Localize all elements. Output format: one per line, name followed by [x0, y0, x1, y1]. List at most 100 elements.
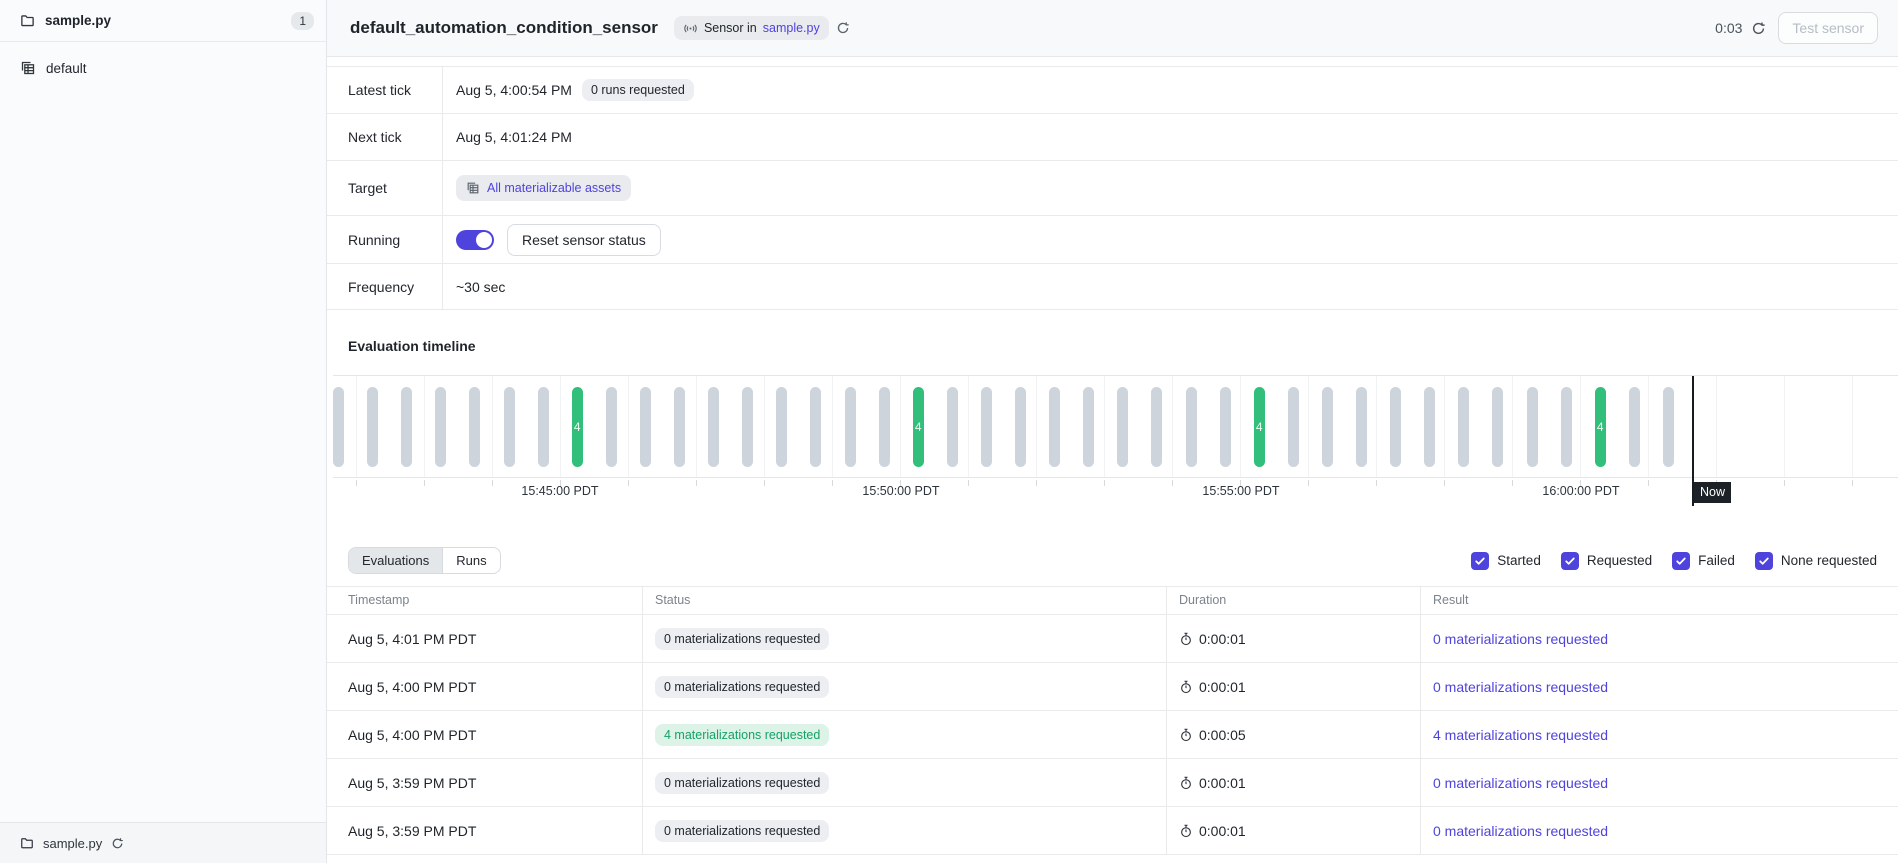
tick-bar-requested[interactable]: 4 [1594, 387, 1606, 467]
target-assets-chip[interactable]: All materializable assets [456, 175, 632, 201]
toggle-knob [476, 231, 492, 248]
duration-value: 0:00:01 [1199, 630, 1246, 647]
tick-bar[interactable] [1185, 387, 1197, 467]
detail-value: All materializable assets [443, 161, 1898, 215]
tick-bar[interactable] [1662, 387, 1674, 467]
tick-bar[interactable] [742, 387, 754, 467]
timeline-gridline [1852, 376, 1853, 477]
timeline-gridline [628, 376, 629, 477]
evaluation-timeline-chart: 4 4 4 4 15:45:00 PDT 15:50:00 PDT 15:55:00 PDT… [333, 375, 1898, 506]
tick-bar[interactable] [1083, 387, 1095, 467]
reload-location-icon[interactable] [111, 837, 124, 850]
filter-checkbox-requested[interactable]: Requested [1560, 551, 1652, 570]
tick-bar[interactable] [1526, 387, 1538, 467]
refresh-icon[interactable] [1751, 21, 1766, 36]
evaluations-table: Timestamp Status Duration Result Aug 5, … [327, 586, 1898, 855]
tick-bar[interactable] [844, 387, 856, 467]
tick-bar[interactable] [946, 387, 958, 467]
tick-bar[interactable] [367, 387, 379, 467]
sensor-icon [683, 21, 698, 36]
tick-bar-requested[interactable]: 4 [912, 387, 924, 467]
tick-bar[interactable] [1049, 387, 1061, 467]
checkbox-checked-icon [1754, 551, 1773, 570]
tick-bar[interactable] [1492, 387, 1504, 467]
column-header-status: Status [643, 587, 1167, 614]
tick-bar[interactable] [708, 387, 720, 467]
sidebar-item-default[interactable]: default [0, 52, 326, 84]
tick-bar[interactable] [1117, 387, 1129, 467]
tick-bar[interactable] [435, 387, 447, 467]
timestamp-cell: Aug 5, 4:00 PM PDT [327, 663, 643, 710]
tick-bar[interactable] [605, 387, 617, 467]
sensor-location-link[interactable]: sample.py [762, 21, 820, 35]
tick-bar[interactable] [1151, 387, 1163, 467]
tick-bar[interactable] [401, 387, 413, 467]
tick-bar[interactable] [1424, 387, 1436, 467]
filter-checkbox-none-requested[interactable]: None requested [1754, 551, 1877, 570]
tick-bar-requested[interactable]: 4 [571, 387, 583, 467]
sidebar: sample.py 1 default sample.py [0, 0, 327, 863]
tab-runs[interactable]: Runs [442, 548, 499, 573]
tick-bar[interactable] [333, 387, 344, 467]
result-link[interactable]: 0 materializations requested [1433, 630, 1609, 647]
result-link[interactable]: 0 materializations requested [1433, 678, 1609, 695]
sensor-header: default_automation_condition_sensor Sens… [327, 0, 1898, 57]
tick-bar[interactable] [1287, 387, 1299, 467]
filter-label: None requested [1780, 553, 1877, 568]
detail-label: Running [327, 216, 443, 263]
tick-bar[interactable] [1560, 387, 1572, 467]
tick-bar[interactable] [639, 387, 651, 467]
axis-tick [1512, 480, 1513, 486]
result-link[interactable]: 0 materializations requested [1433, 822, 1609, 839]
column-header-result: Result [1433, 593, 1469, 607]
filter-checkbox-failed[interactable]: Failed [1672, 551, 1735, 570]
tick-bar[interactable] [776, 387, 788, 467]
timeline-gridline [1444, 376, 1445, 477]
tick-bar[interactable] [1628, 387, 1640, 467]
tick-bar-requested[interactable]: 4 [1253, 387, 1265, 467]
tab-evaluations[interactable]: Evaluations [349, 548, 443, 573]
filter-label: Failed [1698, 553, 1735, 568]
reload-sensor-icon[interactable] [836, 21, 850, 35]
timeline-gridline [492, 376, 493, 477]
test-sensor-button[interactable]: Test sensor [1778, 12, 1878, 44]
page-title: default_automation_condition_sensor [350, 18, 658, 37]
tick-bar[interactable] [1356, 387, 1367, 467]
axis-tick [492, 480, 493, 486]
tick-bar[interactable] [503, 387, 515, 467]
reset-sensor-status-button[interactable]: Reset sensor status [507, 223, 661, 256]
tick-bar[interactable] [1390, 387, 1402, 467]
tick-bar[interactable] [980, 387, 992, 467]
frequency-value: ~30 sec [456, 278, 506, 295]
sidebar-code-location[interactable]: sample.py 1 [0, 0, 326, 42]
timeline-gridline [1716, 376, 1717, 477]
result-link[interactable]: 0 materializations requested [1433, 774, 1609, 791]
detail-value: ~30 sec [443, 264, 1898, 309]
duration-value: 0:00:01 [1199, 678, 1246, 695]
timeline-gridline [356, 376, 357, 477]
timeline-gridline [1648, 376, 1649, 477]
tick-bar[interactable] [1219, 387, 1231, 467]
result-link[interactable]: 4 materializations requested [1433, 726, 1609, 743]
list-header: Evaluations Runs Started Requested Failed N… [348, 547, 1877, 574]
timestamp-cell: Aug 5, 4:00 PM PDT [327, 711, 643, 758]
tick-bar[interactable] [878, 387, 890, 467]
tick-bar[interactable] [810, 387, 822, 467]
tick-bar[interactable] [469, 387, 481, 467]
stopwatch-icon [1179, 824, 1193, 838]
column-header-duration: Duration [1167, 587, 1421, 614]
tick-bar[interactable] [1015, 387, 1026, 467]
tick-bar[interactable] [537, 387, 549, 467]
tick-bar[interactable] [674, 387, 685, 467]
duration-cell: 0:00:01 [1167, 663, 1421, 710]
tick-bar[interactable] [1458, 387, 1470, 467]
code-location-label: sample.py [45, 13, 112, 28]
table-body: Aug 5, 4:01 PM PDT 0 materializations re… [327, 615, 1898, 855]
axis-tick [1104, 480, 1105, 486]
status-cell: 0 materializations requested [643, 807, 1167, 854]
tick-bar[interactable] [1321, 387, 1333, 467]
detail-row-frequency: Frequency ~30 sec [327, 263, 1898, 310]
running-toggle[interactable] [456, 229, 494, 250]
status-badge: 0 materializations requested [655, 675, 830, 698]
filter-checkbox-started[interactable]: Started [1471, 551, 1541, 570]
